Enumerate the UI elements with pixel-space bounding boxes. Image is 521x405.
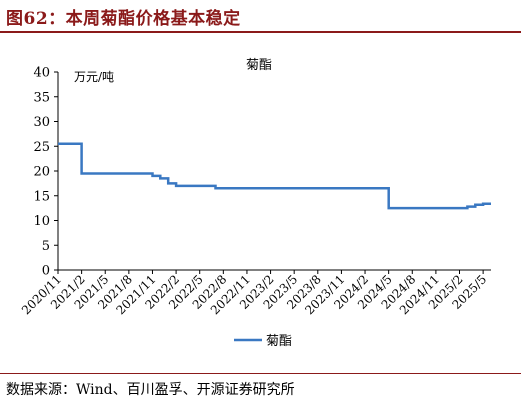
y-tick-label: 30 xyxy=(33,115,50,130)
y-tick-label: 10 xyxy=(33,214,50,229)
line-chart: 菊酯 万元/吨 0 5 10 15 20 25 30 35 40 2020/112021/220… xyxy=(19,58,491,349)
axes xyxy=(54,71,491,274)
y-tick-label: 20 xyxy=(33,165,50,180)
y-tick-label: 5 xyxy=(42,239,50,254)
y-tick-label: 0 xyxy=(42,264,50,279)
y-tick-label: 25 xyxy=(33,140,50,155)
y-tick-label: 15 xyxy=(33,189,50,204)
y-tick-labels: 0 5 10 15 20 25 30 35 40 xyxy=(33,66,50,279)
x-tick-labels: 2020/112021/22021/52021/82021/112022/220… xyxy=(19,272,489,317)
source-divider xyxy=(0,373,521,374)
y-tick-label: 35 xyxy=(33,90,50,105)
legend: 菊酯 xyxy=(234,334,292,349)
legend-label: 菊酯 xyxy=(266,334,292,349)
series-group xyxy=(58,142,491,210)
y-unit-label: 万元/吨 xyxy=(74,70,114,84)
source-note: 数据来源：Wind、百川盈孚、开源证券研究所 xyxy=(6,382,295,398)
y-tick-label: 40 xyxy=(33,66,50,81)
series-line xyxy=(58,142,491,210)
figure-title: 图62：本周菊酯价格基本稳定 xyxy=(6,9,241,29)
chart-title: 菊酯 xyxy=(246,58,272,73)
title-divider xyxy=(0,31,521,33)
